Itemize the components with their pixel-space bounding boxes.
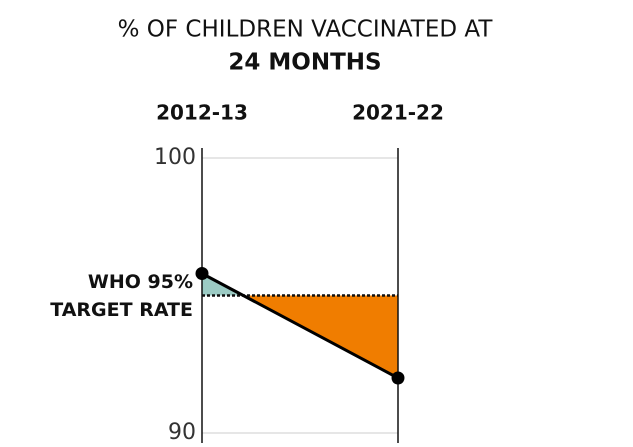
y-tick-label: 100 (154, 145, 196, 170)
slope-line (201, 272, 399, 380)
chart-title: % OF CHILDREN VACCINATED AT (118, 17, 494, 43)
point (195, 267, 209, 280)
target-label: WHO 95% (88, 271, 193, 293)
x-tick-label: 2012-13 (156, 101, 248, 125)
chart-title: 24 MONTHS (228, 50, 381, 76)
target-label: TARGET RATE (50, 299, 193, 321)
x-tick-label: 2021-22 (352, 101, 444, 125)
y-tick-label: 90 (168, 420, 196, 443)
point (391, 371, 405, 385)
